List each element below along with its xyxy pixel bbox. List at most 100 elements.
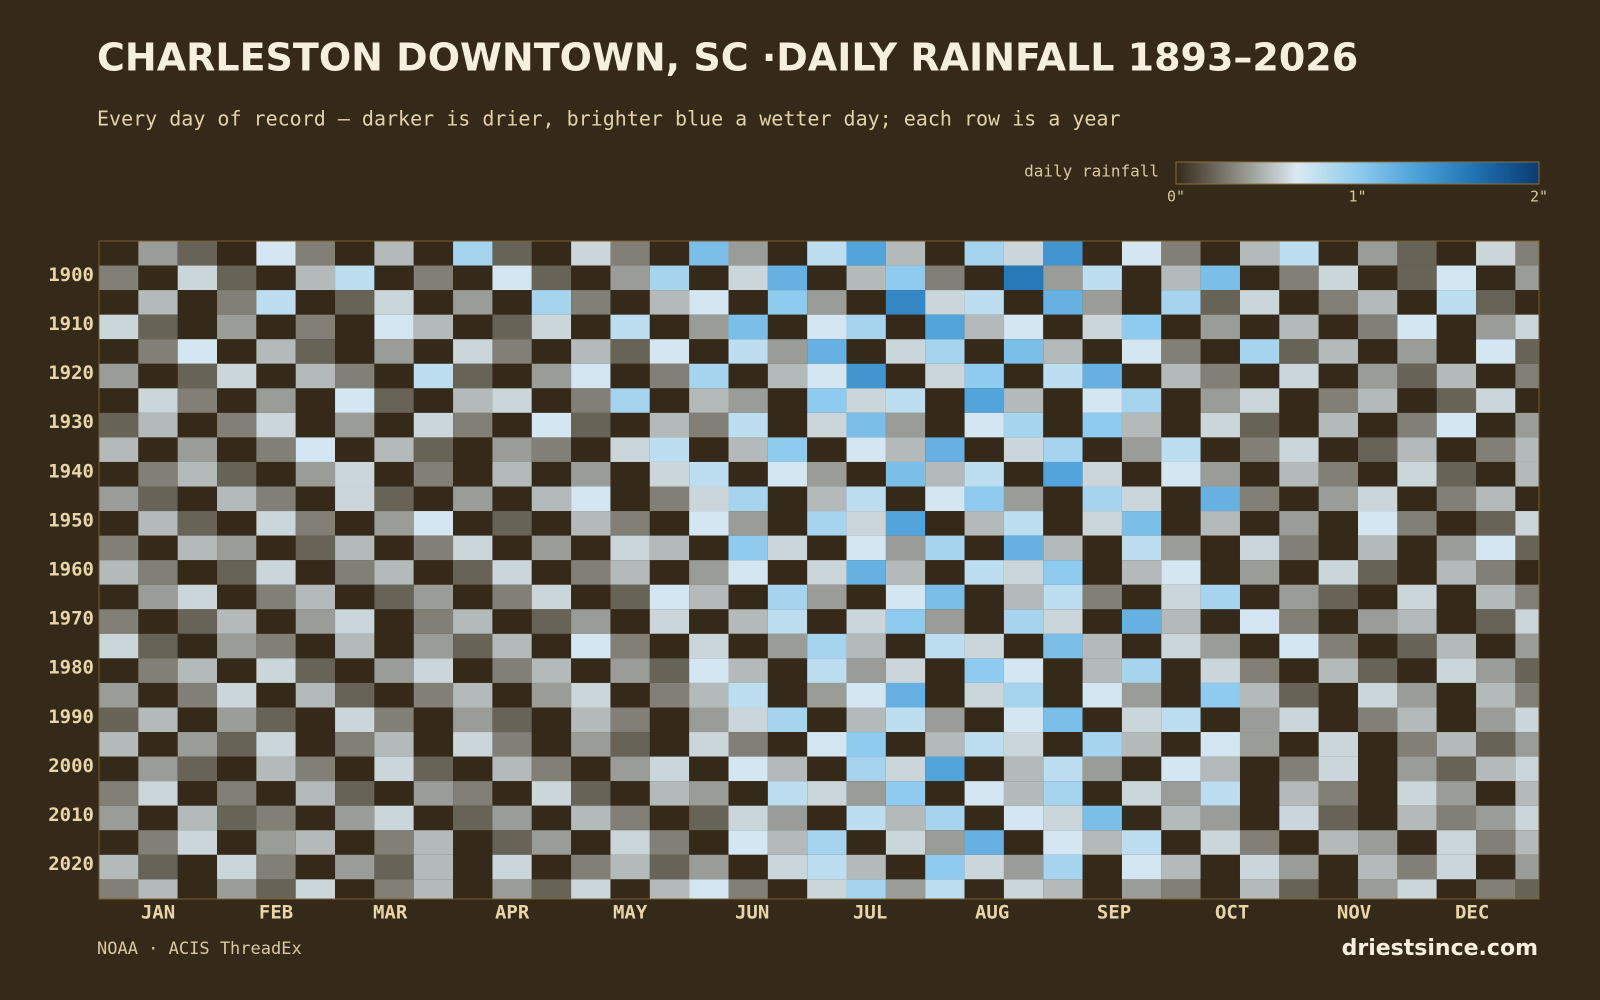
cell (964, 854, 1004, 880)
cell (295, 363, 336, 389)
cell (177, 290, 218, 315)
cell (177, 633, 218, 659)
cell (610, 707, 650, 733)
cell (492, 437, 532, 462)
cell (925, 388, 965, 413)
x-tick-label: NOV (1337, 902, 1371, 924)
cell (649, 535, 690, 561)
cell (1003, 682, 1044, 708)
cell (335, 388, 375, 413)
cell (295, 854, 336, 880)
cell (335, 584, 375, 610)
cell (846, 486, 886, 512)
cell (1161, 756, 1201, 782)
x-tick-label: MAY (613, 902, 648, 924)
cell (1200, 339, 1240, 364)
cell (728, 854, 768, 880)
cell (1515, 265, 1539, 291)
cell (649, 486, 690, 512)
x-tick-label: JUL (853, 902, 887, 924)
cell (177, 241, 218, 266)
cell (492, 339, 532, 364)
cell (885, 756, 926, 782)
cell (1121, 265, 1162, 291)
cell (453, 584, 493, 610)
cell (413, 560, 454, 585)
cell (610, 854, 650, 880)
cell (99, 437, 139, 462)
cell (767, 265, 808, 291)
cell (649, 437, 690, 462)
cell (335, 339, 375, 364)
cell (571, 412, 611, 438)
cell (531, 511, 572, 536)
cell (374, 879, 414, 899)
cell (492, 461, 532, 487)
cell (571, 339, 611, 364)
cell (1476, 609, 1516, 634)
cell (413, 412, 454, 438)
cell (335, 265, 375, 291)
cell (99, 854, 139, 880)
cell (413, 363, 454, 389)
cell (689, 461, 729, 487)
cell (531, 290, 572, 315)
cell (1161, 290, 1201, 315)
cell (177, 805, 218, 831)
cell (531, 388, 572, 413)
cell (767, 781, 808, 806)
cell (846, 511, 886, 536)
cell (217, 363, 257, 389)
cell (1121, 363, 1162, 389)
cell (1318, 265, 1359, 291)
cell (1043, 241, 1083, 266)
cell (1121, 486, 1162, 512)
cell (1318, 461, 1359, 487)
cell (1200, 511, 1240, 536)
cell (925, 314, 965, 340)
cell (885, 486, 926, 512)
cell (217, 241, 257, 266)
cell (1082, 609, 1122, 634)
cell (1279, 854, 1319, 880)
cell (1200, 535, 1240, 561)
cell (846, 584, 886, 610)
cell (492, 756, 532, 782)
cell (1161, 314, 1201, 340)
cell (1239, 560, 1280, 585)
cell (217, 732, 257, 757)
cell (1121, 388, 1162, 413)
cell (1476, 486, 1516, 512)
cell (1121, 756, 1162, 782)
cell (138, 854, 178, 880)
cell (1121, 535, 1162, 561)
cell (885, 363, 926, 389)
cell (767, 633, 808, 659)
cell (138, 584, 178, 610)
cell (1358, 535, 1398, 561)
cell (1476, 437, 1516, 462)
cell (610, 363, 650, 389)
cell (1279, 830, 1319, 855)
cell (925, 609, 965, 634)
y-tick-label: 1950 (48, 509, 94, 531)
cell (335, 879, 375, 899)
cell (256, 854, 296, 880)
cell (1279, 633, 1319, 659)
y-tick-label: 1970 (48, 608, 94, 630)
cell (335, 609, 375, 634)
cell (885, 437, 926, 462)
cell (1003, 412, 1044, 438)
cell (1358, 363, 1398, 389)
cell (1318, 241, 1359, 266)
cell (177, 363, 218, 389)
cell (925, 511, 965, 536)
cell (1515, 511, 1539, 536)
cell (1476, 241, 1516, 266)
cell (1161, 241, 1201, 266)
cell (964, 584, 1004, 610)
cell (1279, 658, 1319, 683)
cell (1239, 437, 1280, 462)
cell (1043, 854, 1083, 880)
cell (1436, 707, 1477, 733)
